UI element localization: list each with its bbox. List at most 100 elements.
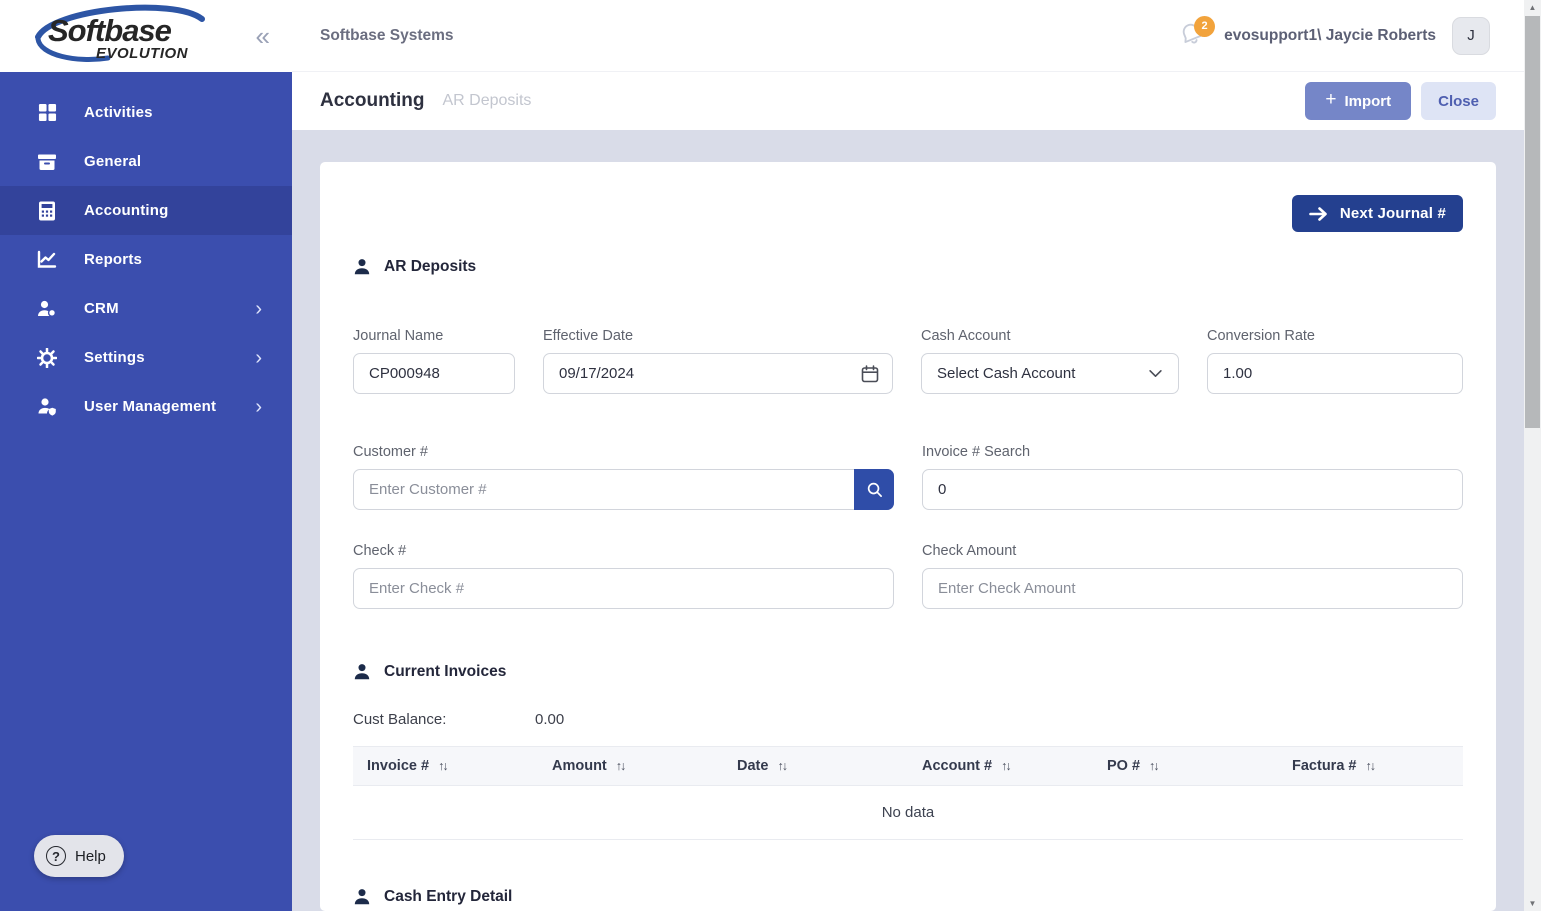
sidebar-item-general[interactable]: General (0, 137, 292, 186)
section-current-invoices: Current Invoices (353, 663, 1463, 681)
conversion-rate-input[interactable] (1207, 353, 1463, 394)
help-label: Help (75, 847, 106, 865)
sidebar-item-label: Settings (84, 349, 145, 366)
scroll-down-icon[interactable]: ▼ (1528, 899, 1537, 908)
sort-icon[interactable]: ↑↓ (777, 759, 787, 773)
avatar[interactable]: J (1452, 16, 1490, 55)
table-empty-row: No data (353, 785, 1463, 840)
check-number-input[interactable] (353, 568, 894, 609)
breadcrumb: AR Deposits (442, 92, 532, 109)
cust-balance-row: Cust Balance: 0.00 (353, 711, 1463, 728)
column-header-amount[interactable]: Amount ↑↓ (538, 746, 723, 786)
logo-swoosh-icon (35, 4, 205, 62)
cash-account-value: Select Cash Account (937, 365, 1076, 382)
person-icon (354, 664, 370, 680)
conversion-rate-field: Conversion Rate (1207, 328, 1463, 394)
sidebar-item-crm[interactable]: CRM › (0, 284, 292, 333)
help-button[interactable]: ? Help (34, 835, 124, 877)
scroll-up-icon[interactable]: ▲ (1528, 3, 1537, 12)
cash-account-field: Cash Account Select Cash Account (921, 328, 1179, 394)
sidebar-item-label: User Management (84, 398, 217, 415)
column-header-po[interactable]: PO # ↑↓ (1093, 746, 1278, 786)
content-area: Next Journal # AR Deposits Journal Name … (292, 130, 1524, 911)
invoice-search-label: Invoice # Search (922, 444, 1031, 460)
sidebar-item-label: Activities (84, 104, 153, 121)
arrow-right-icon (1309, 206, 1327, 221)
column-header-invoice[interactable]: Invoice # ↑↓ (353, 746, 538, 786)
section-title: AR Deposits (384, 258, 477, 275)
sidebar-item-settings[interactable]: Settings › (0, 333, 292, 382)
notifications-button[interactable]: 2 (1178, 15, 1216, 51)
sidebar-item-reports[interactable]: Reports (0, 235, 292, 284)
next-journal-button[interactable]: Next Journal # (1291, 195, 1463, 232)
ar-deposits-card: Next Journal # AR Deposits Journal Name … (320, 162, 1496, 911)
column-header-account[interactable]: Account # ↑↓ (908, 746, 1093, 786)
section-ar-deposits: AR Deposits (353, 258, 1463, 276)
invoice-search-input[interactable] (922, 469, 1463, 510)
sidebar-item-user-management[interactable]: User Management › (0, 382, 292, 431)
topbar: Softbase Systems 2 evosupport1\ Jaycie R… (292, 0, 1524, 72)
person-icon (354, 259, 370, 275)
cust-balance-value: 0.00 (535, 711, 565, 728)
sidebar-collapse-icon[interactable]: « (255, 21, 270, 51)
sidebar-item-label: General (84, 153, 142, 170)
customer-field: Customer # (353, 444, 894, 510)
gear-icon (37, 347, 57, 368)
customer-label: Customer # (353, 444, 428, 460)
column-header-factura[interactable]: Factura # ↑↓ (1278, 746, 1463, 786)
chevron-down-icon (1149, 369, 1162, 378)
effective-date-input[interactable] (543, 353, 893, 394)
close-button[interactable]: Close (1421, 82, 1496, 120)
section-title: Cash Entry Detail (384, 888, 513, 905)
notification-badge: 2 (1194, 15, 1216, 37)
grid-icon (37, 103, 57, 123)
sidebar-item-accounting[interactable]: Accounting (0, 186, 292, 235)
form-row-2: Customer # Invoice # Search (353, 444, 1463, 510)
invoice-search-field: Invoice # Search (922, 444, 1463, 510)
section-title: Current Invoices (384, 663, 507, 680)
softbase-logo: Softbase EVOLUTION (35, 4, 210, 65)
calendar-icon[interactable] (861, 364, 879, 383)
vertical-scrollbar[interactable]: ▲ ▼ (1524, 0, 1541, 911)
effective-date-label: Effective Date (543, 328, 634, 344)
invoices-table-header-row: Invoice # ↑↓ Amount ↑↓ Date ↑↓ Account # ↑↓ … (353, 746, 1463, 786)
topbar-right: 2 evosupport1\ Jaycie Roberts J (1178, 15, 1490, 55)
person-icon (354, 889, 370, 905)
check-number-label: Check # (353, 543, 407, 559)
sort-icon[interactable]: ↑↓ (1001, 759, 1011, 773)
help-icon: ? (46, 846, 66, 866)
form-row-1: Journal Name Effective Date Cas (353, 328, 1463, 394)
chevron-right-icon: › (255, 395, 262, 418)
sort-icon[interactable]: ↑↓ (1149, 759, 1159, 773)
column-header-date[interactable]: Date ↑↓ (723, 746, 908, 786)
check-amount-input[interactable] (922, 568, 1463, 609)
logo-subtitle: EVOLUTION (96, 45, 189, 62)
no-data-cell: No data (353, 785, 1463, 840)
company-name: Softbase Systems (320, 26, 454, 44)
scrollbar-thumb[interactable] (1525, 16, 1540, 428)
sort-icon[interactable]: ↑↓ (1365, 759, 1375, 773)
import-button[interactable]: + Import (1305, 82, 1412, 120)
form-row-3: Check # Check Amount (353, 543, 1463, 609)
sort-icon[interactable]: ↑↓ (438, 759, 448, 773)
page-title: Accounting (320, 90, 425, 111)
check-amount-field: Check Amount (922, 543, 1463, 609)
customer-input[interactable] (353, 469, 894, 510)
sort-icon[interactable]: ↑↓ (615, 759, 626, 773)
next-journal-label: Next Journal # (1339, 205, 1446, 222)
cash-account-select[interactable]: Select Cash Account (921, 353, 1179, 394)
journal-name-input[interactable] (353, 353, 515, 394)
calculator-icon (37, 201, 57, 221)
sidebar-nav: Activities General Accounting Reports (0, 72, 292, 431)
customer-search-button[interactable] (854, 469, 894, 510)
sidebar-item-activities[interactable]: Activities (0, 88, 292, 137)
cash-account-label: Cash Account (921, 328, 1011, 344)
search-icon (867, 482, 882, 497)
effective-date-field: Effective Date (543, 328, 893, 394)
bell-icon (1182, 23, 1203, 43)
journal-name-label: Journal Name (353, 328, 444, 344)
cust-balance-label: Cust Balance: (353, 711, 447, 728)
chevron-right-icon: › (255, 297, 262, 320)
sidebar-item-label: Reports (84, 251, 143, 268)
